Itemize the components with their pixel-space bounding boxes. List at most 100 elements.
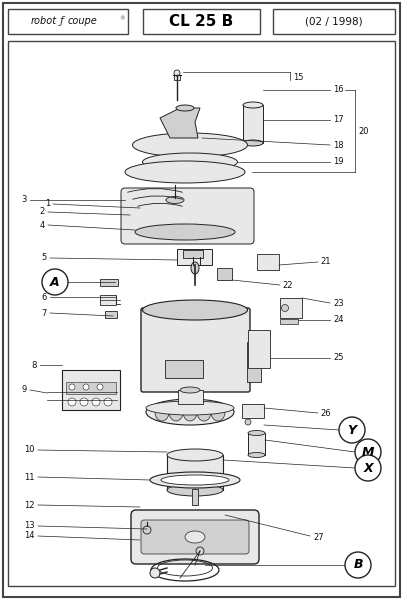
Text: 17: 17	[333, 115, 344, 124]
Ellipse shape	[211, 403, 225, 421]
Text: 9: 9	[22, 385, 27, 395]
Text: B: B	[353, 559, 363, 571]
Bar	[192, 489, 198, 505]
Bar	[257, 254, 279, 270]
Text: 15: 15	[293, 73, 303, 82]
Text: 16: 16	[333, 85, 344, 94]
Bar	[105, 311, 117, 318]
Text: 6: 6	[42, 292, 47, 301]
Text: 2: 2	[40, 208, 45, 217]
Circle shape	[355, 439, 381, 465]
Polygon shape	[160, 108, 200, 138]
Text: 4: 4	[40, 220, 45, 229]
Text: 1: 1	[45, 199, 50, 208]
Ellipse shape	[146, 401, 234, 415]
Bar	[280, 298, 302, 318]
Bar	[174, 75, 180, 80]
Ellipse shape	[161, 475, 229, 485]
Text: Y: Y	[347, 424, 357, 437]
Bar	[273, 9, 395, 34]
Ellipse shape	[155, 403, 169, 421]
Text: X: X	[363, 461, 373, 475]
Ellipse shape	[125, 161, 245, 183]
Ellipse shape	[166, 196, 184, 203]
Text: CL 25 B: CL 25 B	[169, 14, 233, 29]
Text: 13: 13	[24, 521, 35, 530]
Text: 24: 24	[333, 316, 343, 325]
Bar	[178, 390, 203, 404]
Circle shape	[80, 398, 88, 406]
Circle shape	[339, 417, 365, 443]
Bar	[247, 342, 261, 382]
FancyBboxPatch shape	[141, 520, 249, 554]
Bar	[167, 455, 223, 490]
Bar	[242, 404, 264, 418]
Text: M: M	[362, 445, 374, 458]
Ellipse shape	[150, 472, 240, 488]
Bar	[143, 9, 260, 34]
Ellipse shape	[183, 403, 197, 421]
Text: 5: 5	[42, 253, 47, 263]
Bar	[66, 382, 116, 394]
Text: 19: 19	[333, 157, 343, 166]
Ellipse shape	[180, 387, 200, 393]
Ellipse shape	[167, 449, 223, 461]
Bar	[62, 370, 120, 410]
Circle shape	[143, 526, 151, 534]
Text: 21: 21	[320, 257, 330, 266]
Circle shape	[150, 568, 160, 578]
Circle shape	[245, 419, 251, 425]
Text: coupe: coupe	[68, 16, 98, 26]
FancyBboxPatch shape	[141, 308, 250, 392]
Text: 22: 22	[282, 280, 293, 289]
Ellipse shape	[143, 300, 247, 320]
Circle shape	[42, 269, 68, 295]
Bar	[100, 295, 116, 305]
Ellipse shape	[143, 153, 237, 171]
Text: 27: 27	[313, 533, 324, 541]
Ellipse shape	[185, 531, 205, 543]
Ellipse shape	[133, 133, 247, 157]
Text: 12: 12	[25, 500, 35, 509]
Text: 10: 10	[25, 445, 35, 455]
Circle shape	[68, 398, 76, 406]
Bar	[243, 105, 263, 143]
Text: 25: 25	[333, 353, 343, 362]
Bar	[177, 249, 212, 265]
Circle shape	[92, 398, 100, 406]
Ellipse shape	[135, 224, 235, 240]
Circle shape	[104, 398, 112, 406]
Ellipse shape	[248, 452, 265, 457]
Ellipse shape	[167, 484, 223, 496]
Circle shape	[97, 384, 103, 390]
Text: 23: 23	[333, 298, 344, 307]
Ellipse shape	[243, 140, 263, 146]
Ellipse shape	[169, 403, 183, 421]
Bar	[165, 360, 203, 378]
Bar	[183, 250, 203, 258]
Bar	[248, 433, 265, 455]
Text: 18: 18	[333, 140, 344, 149]
Text: 7: 7	[42, 308, 47, 317]
Bar	[248, 330, 270, 368]
Ellipse shape	[146, 399, 234, 425]
Text: 8: 8	[31, 361, 37, 370]
Text: robot: robot	[31, 16, 57, 26]
FancyBboxPatch shape	[131, 510, 259, 564]
FancyBboxPatch shape	[121, 188, 254, 244]
Text: 26: 26	[320, 409, 330, 418]
Circle shape	[345, 552, 371, 578]
Text: ƒ: ƒ	[60, 16, 64, 26]
Bar	[280, 319, 298, 324]
Circle shape	[282, 304, 289, 311]
Bar	[8, 9, 128, 34]
Text: 20: 20	[358, 127, 368, 136]
Circle shape	[174, 70, 180, 76]
Text: 11: 11	[25, 473, 35, 481]
Circle shape	[355, 455, 381, 481]
Circle shape	[196, 547, 204, 555]
Circle shape	[69, 384, 75, 390]
Text: A: A	[50, 275, 60, 289]
Ellipse shape	[197, 403, 211, 421]
Text: 3: 3	[22, 196, 27, 205]
